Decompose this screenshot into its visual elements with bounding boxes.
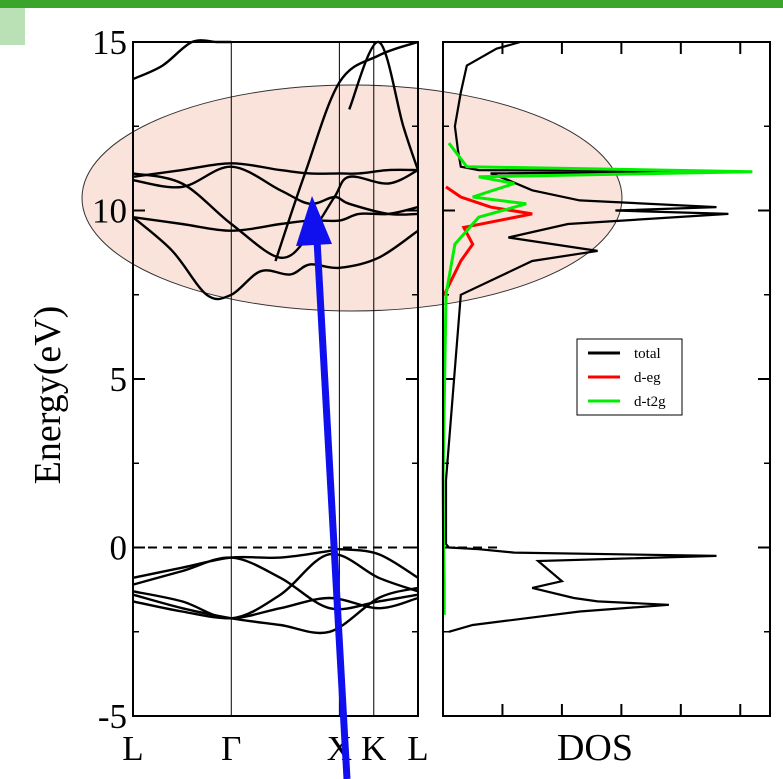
band-curve [132, 586, 419, 635]
band-y-tick-labels: -5 0 5 10 15 [92, 23, 127, 736]
band-y-tick-label: 0 [110, 529, 128, 568]
dos-legend: total d-eg d-t2g [576, 338, 683, 416]
arrow-shaft [313, 239, 351, 779]
dos-plot-frame [442, 41, 771, 717]
kpath-label: Γ [221, 729, 241, 768]
legend-label-d-eg: d-eg [634, 370, 661, 386]
kpath-label: K [361, 729, 386, 768]
band-curve [132, 556, 419, 611]
legend-label-d-t2g: d-t2g [634, 394, 666, 410]
band-curve [132, 552, 419, 620]
band-curve [132, 162, 419, 178]
dos-panel: DOS total d-eg d-t2g [441, 40, 771, 769]
kpath-label: L [407, 729, 428, 768]
legend-label-total: total [634, 346, 661, 362]
band-curve [348, 40, 420, 171]
band-plot-frame [132, 41, 419, 717]
band-curve [132, 216, 419, 301]
band-y-tick-label: 10 [92, 192, 127, 231]
blue-arrow-annotation [296, 196, 351, 779]
dos-curve-d-eg [442, 185, 533, 296]
band-curve [132, 547, 419, 579]
band-curves [132, 39, 420, 635]
frame-top-bar [0, 0, 783, 8]
conduction-band-highlight [81, 84, 623, 312]
band-y-tick-label: 5 [110, 360, 128, 399]
band-y-tick-label: 15 [92, 23, 127, 62]
band-curve [132, 596, 419, 620]
dos-x-axis-label: DOS [557, 727, 633, 769]
dos-curve-total [444, 40, 753, 633]
arrow-head [296, 196, 332, 246]
band-y-tick-label: -5 [98, 697, 127, 736]
frame-left-strip [0, 0, 25, 45]
kpath-label: L [122, 729, 143, 768]
y-axis-label: Energy(eV) [27, 306, 69, 485]
band-curve [274, 40, 419, 262]
